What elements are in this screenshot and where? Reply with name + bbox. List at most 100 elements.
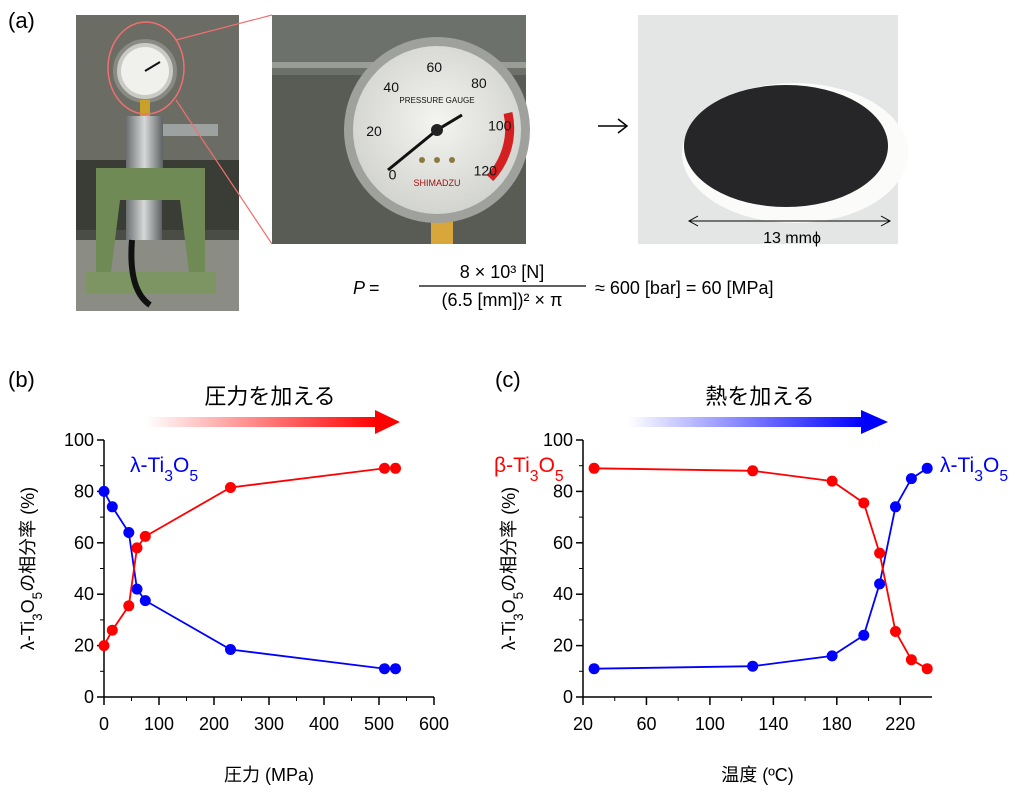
formula-result: ≈ 600 [bar] = 60 [MPa]	[595, 278, 773, 298]
y-tick-label: 100	[543, 430, 573, 450]
pressure-arrow-label: 圧力を加える	[204, 384, 335, 409]
gauge-dial-number: 100	[488, 117, 512, 133]
gauge-dial-number: 40	[383, 79, 399, 95]
y-tick-label: 80	[74, 481, 94, 501]
series-line	[103, 490, 396, 670]
data-point	[858, 629, 870, 641]
gauge-dial-numbers: 0 20 40 60 80 100 120	[366, 59, 511, 182]
zoom-indicator	[107, 14, 273, 245]
gauge-dial-number: 120	[474, 163, 498, 179]
x-tick-label: 400	[309, 714, 339, 734]
x-tick-label: 200	[199, 714, 229, 734]
data-point	[588, 462, 600, 474]
data-point	[106, 624, 118, 636]
y-tick-label: 20	[74, 636, 94, 656]
data-point	[858, 497, 870, 509]
data-point	[98, 640, 110, 652]
x-tick-label: 100	[144, 714, 174, 734]
data-point	[921, 663, 933, 675]
x-tick-label: 20	[573, 714, 593, 734]
formula-denominator: (6.5 [mm])² × π	[442, 290, 563, 310]
y-tick-label: 40	[553, 584, 573, 604]
scale-label: 13 mmϕ	[763, 230, 821, 247]
y-axis-title: λ-Ti3O5の相分率 (%)	[18, 487, 45, 650]
gauge-dial-number: 80	[471, 75, 487, 91]
x-tick-label: 600	[419, 714, 449, 734]
gauge-title: PRESSURE GAUGE	[399, 96, 474, 105]
data-point	[123, 527, 135, 538]
data-point	[139, 530, 151, 542]
data-point	[874, 547, 886, 559]
data-point	[98, 485, 110, 497]
panel-a-letter: (a)	[8, 8, 35, 33]
chart-pressure: 0 20 40 60 80 100 0 100 200 300 400 500 600 圧力 (MPa) λ…	[18, 430, 449, 785]
gauge-dial-number: 60	[427, 59, 443, 75]
series-line	[594, 467, 928, 670]
gauge-photo: PRESSURE GAUGE SHIMADZU 0 20 40 60 80 100 120	[272, 15, 530, 244]
x-axis-title: 圧力 (MPa)	[224, 765, 314, 785]
data-point	[139, 595, 151, 607]
x-tick-label: 100	[695, 714, 725, 734]
data-point	[747, 660, 759, 672]
data-point	[225, 482, 236, 493]
data-point	[890, 501, 901, 513]
pressure-formula: P = 8 × 10³ [N] (6.5 [mm])² × π ≈ 600 [b…	[353, 262, 773, 310]
formula-equals: =	[369, 278, 380, 298]
x-tick-label: 180	[822, 714, 852, 734]
data-point	[921, 462, 933, 474]
heat-arrow: 熱を加える	[628, 384, 888, 434]
y-axis-title: λ-Ti3O5の相分率 (%)	[499, 487, 526, 650]
data-point	[390, 462, 401, 474]
data-point	[131, 542, 143, 554]
data-point	[874, 578, 886, 590]
heat-arrow-label: 熱を加える	[705, 384, 814, 409]
y-tick-label: 80	[553, 481, 573, 501]
x-tick-label: 300	[254, 714, 284, 734]
data-point	[379, 462, 390, 474]
gauge-dial-number: 0	[389, 167, 397, 183]
x-tick-label: 60	[636, 714, 656, 734]
x-tick-label: 140	[758, 714, 788, 734]
x-tick-label: 0	[99, 714, 109, 734]
series-line	[103, 467, 396, 647]
data-point	[826, 475, 838, 487]
formula-lhs: P	[353, 278, 365, 298]
formula-numerator: 8 × 10³ [N]	[460, 262, 545, 282]
series-annotation: λ-Ti3O5	[130, 454, 198, 485]
y-tick-label: 100	[64, 430, 94, 450]
y-tick-label: 20	[553, 636, 573, 656]
data-point	[905, 473, 917, 485]
gauge-brand: SHIMADZU	[414, 178, 461, 188]
data-point	[588, 663, 600, 675]
press-photo	[76, 15, 239, 311]
data-point	[747, 465, 759, 477]
x-tick-label: 500	[364, 714, 394, 734]
y-tick-label: 40	[74, 584, 94, 604]
x-axis-title: 温度 (ºC)	[721, 765, 794, 785]
pressure-arrow: 圧力を加える	[146, 384, 400, 434]
y-tick-label: 60	[74, 533, 94, 553]
series-annotation: λ-Ti3O5	[940, 454, 1008, 485]
panel-b-letter: (b)	[8, 367, 35, 392]
series-line	[594, 467, 928, 670]
panel-c-letter: (c)	[495, 367, 521, 392]
gauge-dial-number: 20	[366, 123, 382, 139]
data-point	[826, 650, 838, 662]
data-point	[131, 583, 143, 595]
sample-photo: 13 mmϕ	[638, 15, 908, 247]
y-tick-label: 0	[84, 687, 94, 707]
x-tick-label: 220	[885, 714, 915, 734]
data-point	[123, 600, 135, 612]
data-point	[890, 626, 901, 637]
data-point	[225, 644, 236, 655]
y-tick-label: 0	[563, 687, 573, 707]
data-point	[905, 654, 917, 666]
data-point	[379, 663, 390, 675]
y-tick-label: 60	[553, 533, 573, 553]
process-arrow	[598, 118, 629, 134]
data-point	[390, 663, 401, 675]
series-annotation: β-Ti3O5	[494, 454, 564, 485]
data-point	[106, 501, 118, 513]
